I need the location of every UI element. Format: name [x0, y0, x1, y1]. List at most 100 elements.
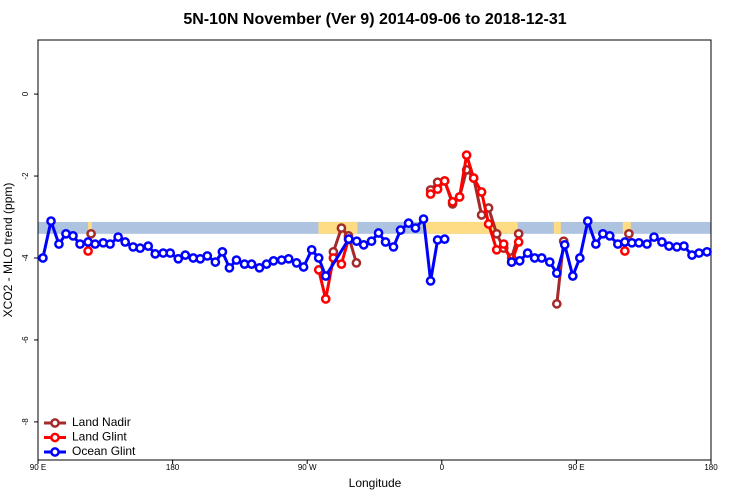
- y-tick-label: 0: [21, 91, 30, 96]
- data-point: [83, 246, 93, 256]
- data-point: [120, 237, 131, 247]
- data-point: [702, 246, 712, 257]
- data-point: [513, 228, 524, 239]
- data-point: [150, 249, 161, 259]
- data-point: [336, 259, 347, 269]
- data-point: [395, 225, 406, 235]
- data-point: [567, 271, 578, 281]
- data-point: [476, 210, 487, 220]
- data-point: [425, 276, 436, 286]
- data-point: [268, 256, 279, 266]
- data-point: [514, 256, 525, 266]
- data-point: [491, 244, 502, 255]
- data-point: [506, 257, 517, 267]
- x-tick-label: 0: [440, 463, 445, 472]
- data-point: [483, 219, 494, 229]
- data-point: [246, 259, 257, 269]
- chart-title: 5N-10N November (Ver 9) 2014-09-06 to 20…: [183, 11, 566, 28]
- data-point: [461, 150, 472, 160]
- data-point: [551, 268, 562, 279]
- data-point: [439, 176, 450, 186]
- data-point: [620, 246, 630, 256]
- data-point: [694, 248, 704, 258]
- legend-label: Land Nadir: [72, 415, 131, 429]
- data-point: [476, 187, 487, 197]
- y-tick-label: -6: [21, 336, 30, 344]
- data-point: [642, 239, 652, 249]
- data-point: [180, 250, 191, 260]
- legend-label: Land Glint: [72, 430, 127, 444]
- x-tick-label: 90 E: [30, 463, 46, 472]
- data-point: [254, 262, 265, 273]
- land-span: [425, 221, 518, 234]
- data-point: [291, 258, 302, 268]
- data-point: [498, 239, 509, 249]
- data-point: [86, 228, 96, 239]
- data-point: [351, 258, 362, 268]
- reference-band: [38, 221, 711, 234]
- data-point: [657, 237, 667, 247]
- data-point: [113, 232, 124, 242]
- data-point: [536, 253, 547, 263]
- data-point: [634, 237, 644, 248]
- y-tick-label: -4: [21, 254, 30, 262]
- data-point: [38, 253, 48, 263]
- data-point: [135, 243, 145, 254]
- legend-marker: [50, 447, 60, 457]
- land-span: [553, 221, 561, 234]
- data-point: [351, 236, 362, 247]
- data-point: [604, 231, 615, 241]
- data-point: [358, 240, 369, 250]
- data-point: [491, 228, 502, 239]
- data-point: [320, 294, 331, 304]
- x-tick-label: 90 E: [568, 463, 584, 472]
- data-point: [624, 228, 634, 239]
- data-point: [559, 240, 570, 250]
- data-point: [582, 216, 593, 226]
- legend-label: Ocean Glint: [72, 444, 136, 458]
- y-tick-label: -2: [21, 172, 30, 180]
- x-tick-label: 90 W: [298, 463, 317, 472]
- data-point: [298, 262, 309, 272]
- data-point: [336, 223, 347, 233]
- data-point: [551, 299, 562, 309]
- data-point: [143, 241, 154, 251]
- data-point: [231, 255, 242, 265]
- data-point: [439, 234, 450, 244]
- data-point: [306, 244, 317, 255]
- data-point: [210, 257, 221, 267]
- data-point: [68, 231, 78, 241]
- data-point: [202, 251, 213, 261]
- x-axis-label: Longitude: [349, 476, 402, 490]
- data-point: [664, 241, 674, 251]
- data-point: [224, 262, 235, 273]
- data-point: [649, 232, 659, 242]
- data-point: [544, 257, 555, 267]
- data-point: [75, 239, 85, 249]
- data-point: [454, 192, 465, 202]
- data-point: [432, 184, 443, 195]
- y-axis-label: XCO2 - MLO trend (ppm): [1, 183, 15, 318]
- data-point: [388, 242, 399, 252]
- data-point: [366, 236, 377, 247]
- data-point: [380, 237, 391, 247]
- data-point: [447, 197, 458, 207]
- data-point: [574, 253, 585, 263]
- data-point: [418, 214, 429, 224]
- data-point: [425, 189, 436, 199]
- land-span: [622, 221, 631, 234]
- data-point: [343, 234, 354, 244]
- data-point: [513, 237, 524, 247]
- data-point: [217, 246, 228, 257]
- data-point: [105, 239, 115, 249]
- data-point: [54, 239, 64, 249]
- data-point: [679, 241, 689, 251]
- data-point: [410, 223, 421, 233]
- x-tick-label: 180: [166, 463, 180, 472]
- data-point: [403, 218, 414, 229]
- data-point: [522, 248, 533, 258]
- x-tick-label: 180: [704, 463, 718, 472]
- data-point: [590, 239, 601, 249]
- legend-marker: [50, 432, 60, 443]
